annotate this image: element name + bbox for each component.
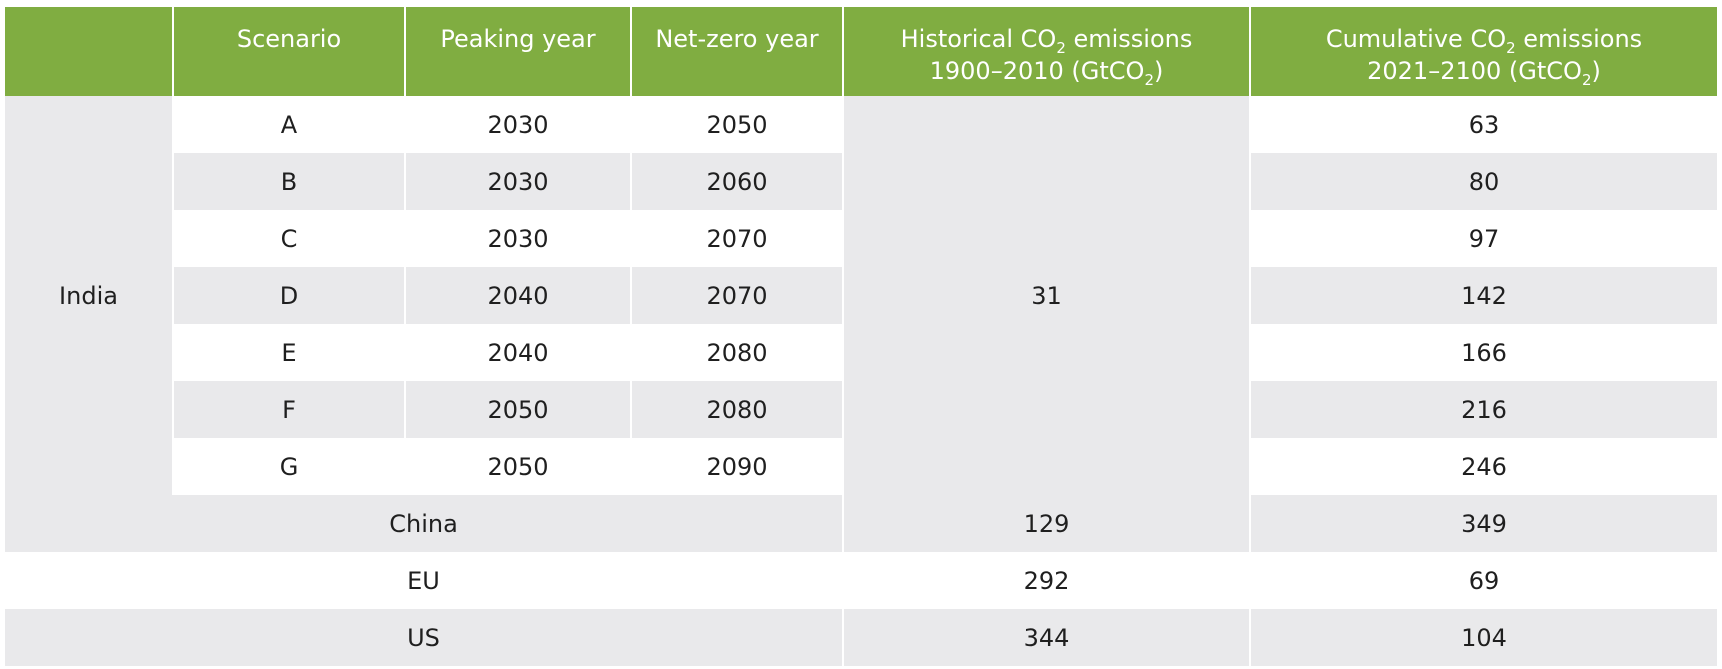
net-zero-year-cell: 2060 — [631, 153, 844, 210]
header-cumulative-emissions: Cumulative CO2 emissions 2021–2100 (GtCO… — [1250, 7, 1717, 96]
country-cell-india: India — [5, 96, 174, 495]
net-zero-year-cell: 2070 — [631, 210, 844, 267]
cumulative-cell: 63 — [1250, 96, 1717, 153]
table-row-india-f: F 2050 2080 216 — [5, 381, 1717, 438]
header-historical-line2-sub: 2 — [1144, 71, 1154, 89]
country-cell-eu: EU — [5, 552, 844, 609]
cumulative-cell-eu: 69 — [1250, 552, 1717, 609]
peaking-year-cell: 2030 — [405, 96, 632, 153]
country-cell-china: China — [5, 495, 844, 552]
table-body: India A 2030 2050 31 63 B 2030 2060 80 C… — [5, 96, 1717, 666]
cumulative-cell: 97 — [1250, 210, 1717, 267]
header-row: Scenario Peaking year Net-zero year Hist… — [5, 7, 1717, 96]
header-historical-line1-sub: 2 — [1056, 39, 1066, 57]
table-row-us: US 344 104 — [5, 609, 1717, 666]
header-historical-line2-post: ) — [1153, 57, 1164, 85]
header-historical-emissions: Historical CO2 emissions 1900–2010 (GtCO… — [843, 7, 1251, 96]
scenario-cell: A — [173, 96, 406, 153]
net-zero-year-cell: 2070 — [631, 267, 844, 324]
table-row-india-g: G 2050 2090 246 — [5, 438, 1717, 495]
emissions-table: Scenario Peaking year Net-zero year Hist… — [5, 7, 1717, 666]
historical-cell-eu: 292 — [843, 552, 1251, 609]
header-cumulative-line1-pre: Cumulative CO — [1325, 25, 1507, 53]
net-zero-year-cell: 2080 — [631, 381, 844, 438]
country-cell-us: US — [5, 609, 844, 666]
table-row-india-b: B 2030 2060 80 — [5, 153, 1717, 210]
table-row-china: China 129 349 — [5, 495, 1717, 552]
table-row-india-d: D 2040 2070 142 — [5, 267, 1717, 324]
peaking-year-cell: 2040 — [405, 324, 632, 381]
net-zero-year-cell: 2050 — [631, 96, 844, 153]
emissions-table-container: Scenario Peaking year Net-zero year Hist… — [5, 7, 1717, 666]
table-row-india-c: C 2030 2070 97 — [5, 210, 1717, 267]
header-historical-line1-pre: Historical CO — [900, 25, 1057, 53]
scenario-cell: D — [173, 267, 406, 324]
cumulative-cell: 166 — [1250, 324, 1717, 381]
table-header: Scenario Peaking year Net-zero year Hist… — [5, 7, 1717, 96]
net-zero-year-cell: 2090 — [631, 438, 844, 495]
peaking-year-cell: 2040 — [405, 267, 632, 324]
cumulative-cell: 246 — [1250, 438, 1717, 495]
cumulative-cell-us: 104 — [1250, 609, 1717, 666]
scenario-cell: C — [173, 210, 406, 267]
cumulative-cell-china: 349 — [1250, 495, 1717, 552]
header-peaking-year-label: Peaking year — [440, 25, 596, 53]
header-historical-line2-pre: 1900–2010 (GtCO — [929, 57, 1145, 85]
table-row-india-a: India A 2030 2050 31 63 — [5, 96, 1717, 495]
header-historical-text: Historical CO2 emissions 1900–2010 (GtCO… — [850, 7, 1243, 89]
header-net-zero-year: Net-zero year — [631, 7, 844, 96]
peaking-year-cell: 2050 — [405, 381, 632, 438]
header-net-zero-year-label: Net-zero year — [655, 25, 819, 53]
historical-cell-china: 129 — [843, 495, 1251, 552]
header-cumulative-line2-sub: 2 — [1581, 71, 1592, 89]
scenario-cell: F — [173, 381, 406, 438]
peaking-year-cell: 2050 — [405, 438, 632, 495]
table-row-eu: EU 292 69 — [5, 552, 1717, 609]
scenario-cell: E — [173, 324, 406, 381]
header-cumulative-line1-sub: 2 — [1506, 39, 1516, 57]
historical-cell-india: 31 — [843, 96, 1251, 495]
header-cumulative-line2-post: ) — [1591, 57, 1601, 85]
header-cumulative-line2-pre: 2021–2100 (GtCO — [1367, 57, 1582, 85]
header-blank — [5, 7, 174, 96]
table-row-india-e: E 2040 2080 166 — [5, 324, 1717, 381]
net-zero-year-cell: 2080 — [631, 324, 844, 381]
header-cumulative-text: Cumulative CO2 emissions 2021–2100 (GtCO… — [1257, 7, 1711, 89]
scenario-cell: B — [173, 153, 406, 210]
peaking-year-cell: 2030 — [405, 210, 632, 267]
header-peaking-year: Peaking year — [405, 7, 632, 96]
header-scenario: Scenario — [173, 7, 406, 96]
cumulative-cell: 142 — [1250, 267, 1717, 324]
header-cumulative-line1-post: emissions — [1515, 25, 1643, 53]
peaking-year-cell: 2030 — [405, 153, 632, 210]
scenario-cell: G — [173, 438, 406, 495]
header-historical-line1-post: emissions — [1065, 25, 1193, 53]
historical-cell-us: 344 — [843, 609, 1251, 666]
cumulative-cell: 216 — [1250, 381, 1717, 438]
cumulative-cell: 80 — [1250, 153, 1717, 210]
header-scenario-label: Scenario — [236, 25, 342, 53]
